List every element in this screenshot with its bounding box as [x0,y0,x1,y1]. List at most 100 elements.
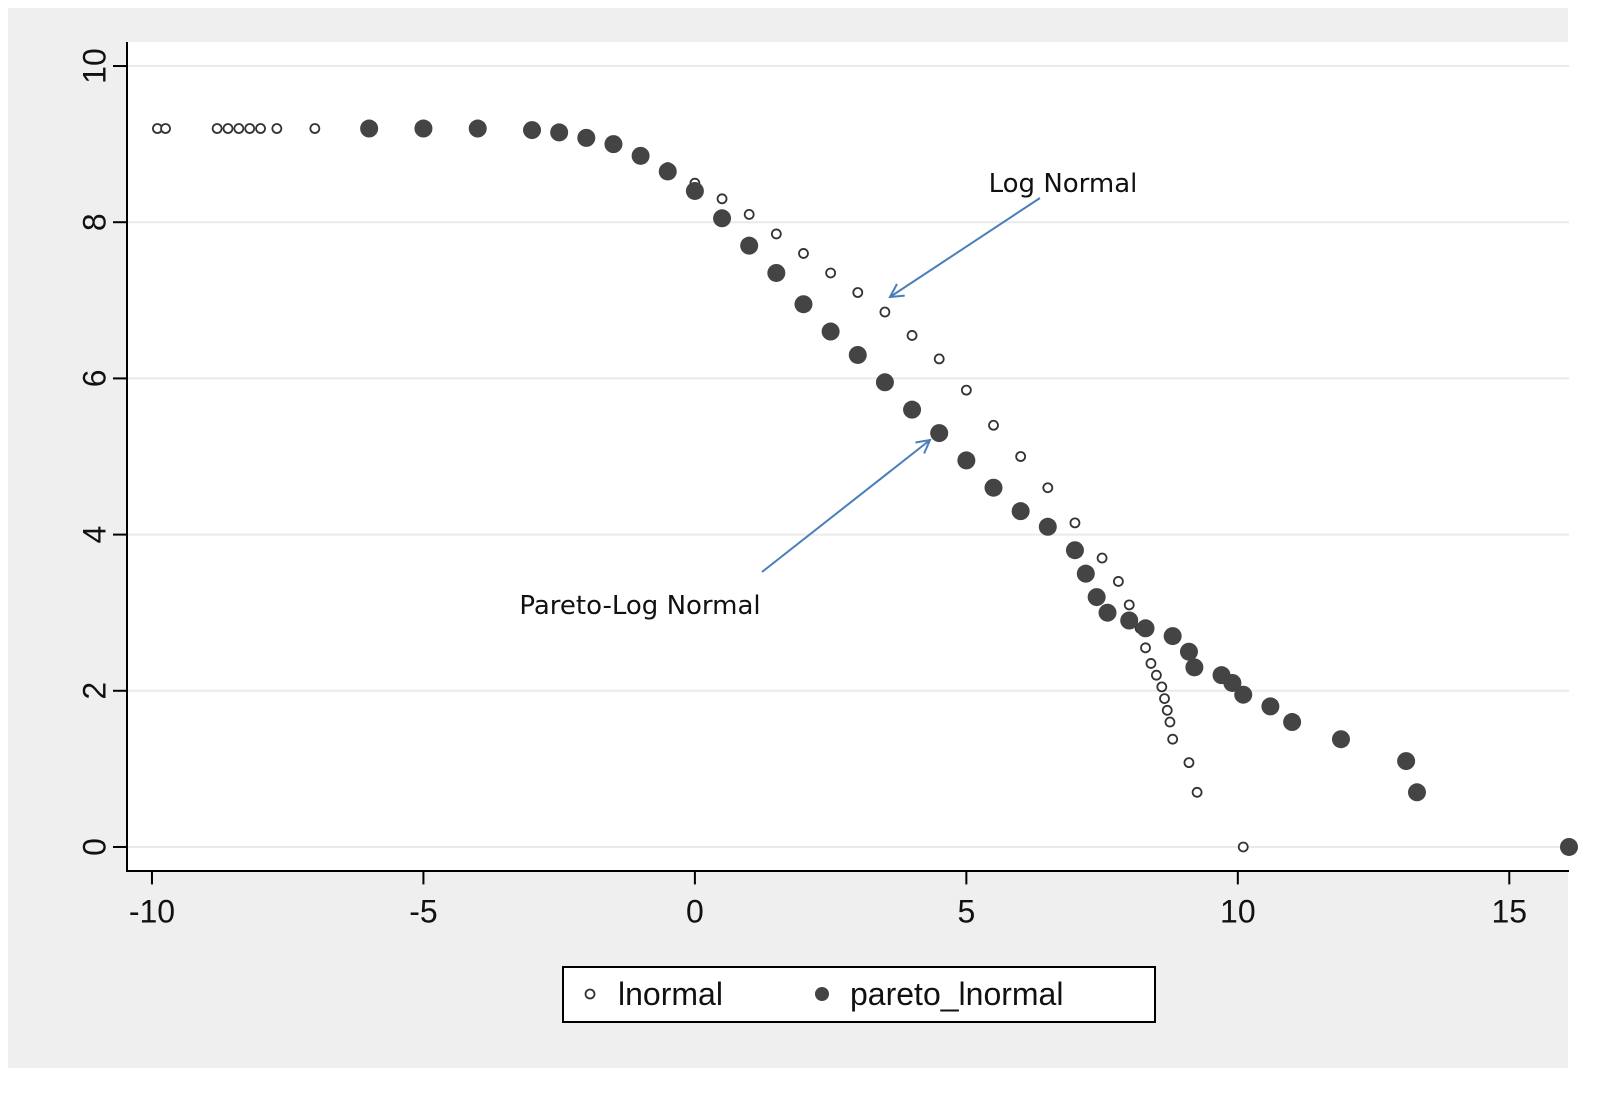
point [879,306,891,318]
point [1397,752,1416,771]
x-tick-label: 5 [957,893,975,929]
y-tick-label: 10 [76,48,112,84]
point [716,193,728,205]
point [658,162,677,181]
point [1096,552,1108,564]
point [1283,713,1302,732]
point [1087,588,1106,607]
point [1112,576,1124,587]
y-tick-label: 2 [76,682,112,700]
point [1179,642,1198,661]
y-tick-label: 6 [76,370,112,388]
point [1163,627,1182,646]
point [848,345,867,364]
point [743,209,755,220]
point [1145,658,1157,669]
point [740,236,759,255]
annotation: Log Normal [989,169,1138,199]
point [984,478,1003,497]
point [1185,658,1204,677]
point [798,248,809,259]
point [360,119,379,138]
point [1038,517,1057,536]
point [1223,673,1242,692]
x-tick-label: -5 [409,893,437,929]
point [1156,681,1168,693]
point [1076,564,1095,583]
y-tick-label: 8 [76,213,112,231]
point [1136,619,1155,638]
point [821,322,840,341]
point [255,123,266,134]
point [875,373,894,392]
x-tick-label: -10 [129,893,175,929]
point [1123,599,1135,611]
point [988,419,999,431]
point [468,119,487,138]
point [1098,603,1117,622]
point [906,330,918,341]
point [1011,502,1030,521]
point [957,451,976,470]
legend-marker [584,988,596,1000]
plot-area [127,42,1569,870]
point [1069,517,1081,529]
point [852,287,864,298]
point [930,424,949,443]
annotation-arrow [890,197,1041,297]
point [244,123,256,134]
y-tick-label: 4 [76,526,112,544]
point [1159,693,1170,704]
point [309,123,321,134]
x-tick-label: 15 [1491,893,1527,929]
y-tick-label: 0 [76,838,112,856]
point [160,123,171,134]
point [825,267,837,279]
point [1161,704,1173,716]
point [604,135,623,154]
point [211,123,223,134]
point [523,121,542,140]
point [271,123,283,134]
point [1560,837,1578,856]
point [1237,841,1249,853]
point [233,123,245,134]
legend-label: pareto_lnormal [850,976,1063,1012]
point [1407,783,1426,802]
point [767,263,786,282]
annotation: Pareto-Log Normal [519,591,760,621]
point [1234,685,1253,704]
point [1261,697,1280,716]
x-tick-label: 0 [686,893,704,929]
legend-label: lnormal [618,976,723,1012]
point [1140,642,1151,654]
point [577,128,596,147]
point [631,146,650,165]
point [1167,733,1179,745]
point [685,181,704,200]
legend [562,966,1156,1023]
point [222,123,234,134]
point [1191,786,1203,798]
point [550,123,569,142]
x-tick-label: 10 [1220,893,1256,929]
point [903,400,922,419]
point [1183,757,1195,769]
point [1065,541,1084,560]
point [1015,451,1027,462]
point [1150,669,1162,681]
point [794,295,813,314]
point [1042,482,1054,494]
point [960,384,972,396]
annotation-arrow [761,440,930,573]
point [414,119,433,138]
legend-marker [815,987,829,1001]
point [1164,716,1176,728]
point [1331,730,1350,749]
point [713,209,732,228]
point [1120,611,1139,630]
point [933,353,945,365]
point [770,228,782,240]
